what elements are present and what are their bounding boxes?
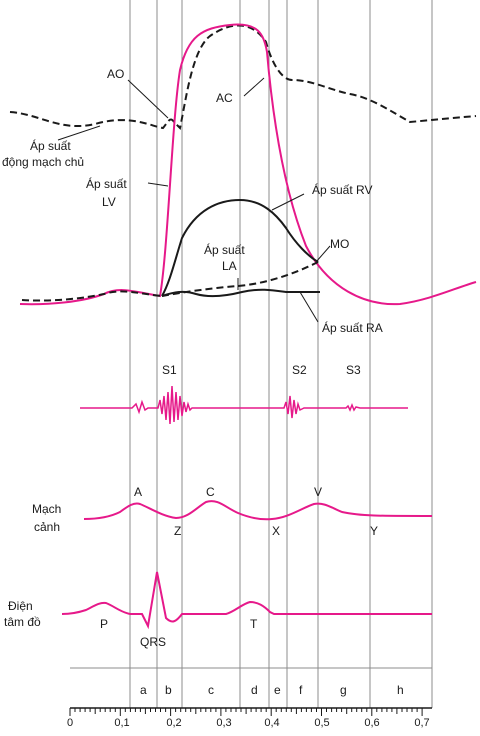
rv-pressure-leader	[271, 193, 305, 211]
carotid-y-label: Y	[370, 524, 378, 538]
carotid-label-1: Mạch	[32, 502, 61, 516]
phase-label-f: f	[299, 683, 303, 697]
phase-label-a: a	[140, 683, 147, 697]
time-tick-0: 0	[67, 717, 73, 729]
phase-label-e: e	[274, 683, 281, 697]
s2-label: S2	[292, 363, 307, 377]
rv-pressure-curve	[161, 198, 319, 297]
phase-label-d: d	[251, 683, 258, 697]
mo-leader	[315, 245, 331, 263]
ecg-label-2: tâm đồ	[4, 615, 41, 629]
time-tick-0-1: 0,1	[114, 717, 129, 729]
leader-lines	[57, 77, 331, 323]
s3-label: S3	[346, 363, 361, 377]
time-axis-minor-ticks	[69, 708, 423, 716]
aortic-pressure-leader	[57, 125, 101, 141]
ac-leader	[243, 77, 265, 97]
ecg-t-label: T	[250, 617, 258, 631]
carotid-x-label: X	[272, 524, 280, 538]
carotid-pulse-curve	[83, 500, 433, 521]
carotid-label-2: cảnh	[34, 520, 60, 534]
ecg-trace	[61, 571, 432, 630]
phase-label-g: g	[340, 683, 347, 697]
time-tick-0-3: 0,3	[216, 717, 231, 729]
baseline-dashed-curve	[21, 290, 163, 302]
carotid-c-label: C	[206, 485, 215, 499]
ecg-p-label: P	[100, 617, 108, 631]
time-tick-0-4: 0,4	[264, 717, 279, 729]
carotid-a-label: A	[134, 485, 142, 499]
aortic-pressure-label-2: động mạch chủ	[2, 155, 84, 169]
time-tick-0-2: 0,2	[166, 717, 181, 729]
lv-pressure-label-2: LV	[102, 195, 116, 209]
phase-label-c: c	[208, 683, 214, 697]
mo-label: MO	[330, 237, 349, 251]
aortic-pressure-label-1: Áp suất	[30, 138, 71, 153]
s1-label: S1	[162, 363, 177, 377]
time-tick-0-7: 0,7	[414, 717, 429, 729]
la-pressure-label-1: Áp suất	[204, 242, 245, 257]
lv-pressure-label-1: Áp suất	[86, 176, 127, 191]
ao-leader	[127, 79, 169, 119]
rv-pressure-label: Áp suất RV	[312, 182, 372, 197]
time-tick-0-5: 0,5	[314, 717, 329, 729]
phase-label-b: b	[165, 683, 172, 697]
carotid-z-label: Z	[174, 524, 181, 538]
carotid-v-label: V	[314, 485, 322, 499]
time-tick-0-6: 0,6	[364, 717, 379, 729]
ra-pressure-curve	[161, 288, 320, 298]
ac-label: AC	[216, 91, 233, 105]
ecg-label-1: Điện	[8, 599, 33, 613]
ra-pressure-label: Áp suất RA	[322, 320, 383, 335]
heart-sounds-trace	[80, 385, 408, 425]
ra-pressure-leader	[299, 291, 319, 323]
ecg-qrs-label: QRS	[140, 635, 166, 649]
phase-label-h: h	[397, 683, 404, 697]
lv-pressure-curve	[19, 23, 477, 306]
lv-pressure-leader	[147, 182, 169, 187]
aortic-pressure-curve	[9, 24, 477, 131]
la-pressure-label-2: LA	[222, 259, 237, 273]
ao-label: AO	[107, 67, 124, 81]
